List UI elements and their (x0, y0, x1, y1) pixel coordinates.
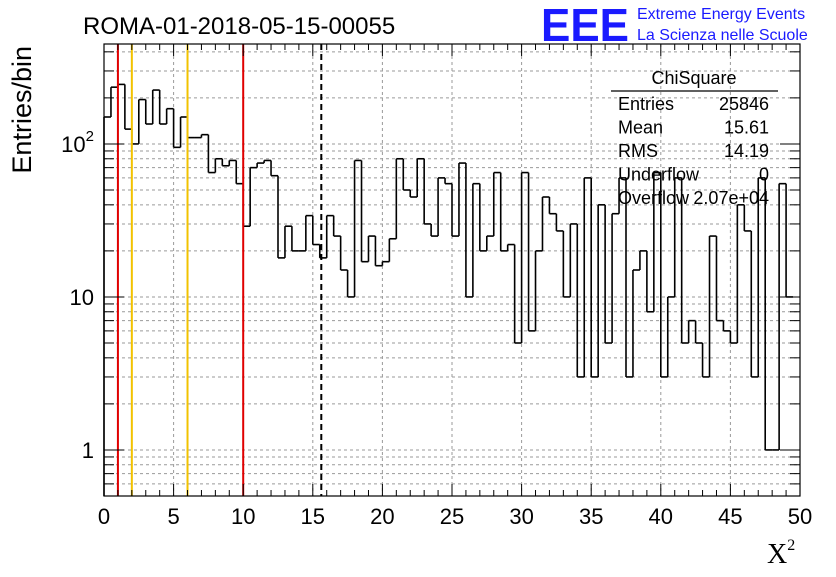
x-tick-label: 20 (370, 504, 394, 529)
stats-row-value: 2.07e+04 (693, 188, 769, 208)
stats-row-value: 15.61 (724, 118, 769, 138)
y-tick-label: 102 (61, 128, 94, 157)
stats-row-label: Entries (618, 94, 674, 114)
grid-layer (104, 44, 800, 496)
y-axis-label: Entries/bin (7, 46, 37, 174)
x-tick-label: 15 (301, 504, 325, 529)
axis-ticks (103, 44, 801, 496)
y-tick-label: 1 (82, 438, 94, 463)
stats-row-label: Mean (618, 118, 663, 138)
histogram-layer (103, 83, 794, 496)
stats-row-value: 0 (759, 165, 769, 185)
stats-row-label: Underflow (618, 165, 700, 185)
stats-row-value: 25846 (719, 94, 769, 114)
x-axis-label-base: X (767, 539, 787, 570)
x-tick-label: 5 (167, 504, 179, 529)
y-tick-label: 10 (70, 285, 94, 310)
reference-lines-layer (116, 44, 323, 496)
stats-title: ChiSquare (651, 68, 736, 88)
eee-logo-line2: La Scienza nelle Scuole (637, 27, 808, 44)
x-tick-label: 30 (509, 504, 533, 529)
x-tick-label: 35 (579, 504, 603, 529)
eee-logo: EEE Extreme Energy Events La Scienza nel… (541, 0, 808, 51)
stats-row-label: RMS (618, 141, 658, 161)
x-tick-label: 50 (788, 504, 812, 529)
x-tick-label: 45 (718, 504, 742, 529)
x-tick-label: 0 (98, 504, 110, 529)
stats-row-label: Overflow (618, 188, 690, 208)
eee-logo-mark: EEE (541, 0, 629, 51)
stats-row-value: 14.19 (724, 141, 769, 161)
chart-title: ROMA-01-2018-05-15-00055 (83, 13, 395, 40)
x-tick-label: 10 (231, 504, 255, 529)
x-tick-label: 25 (440, 504, 464, 529)
eee-logo-line1: Extreme Energy Events (637, 6, 805, 23)
stats-rows: Entries 25846 Mean 15.61 RMS 14.19 Underflow 0 O… (618, 94, 769, 208)
x-axis-label: X2 (767, 537, 795, 570)
x-tick-label: 40 (649, 504, 673, 529)
tick-labels: 0 5 10 15 20 25 30 35 40 45 50 1 10 102 (61, 128, 812, 529)
stats-box: ChiSquare Entries 25846 Mean 15.61 RMS 14.19 U… (611, 68, 778, 208)
x-axis-label-exp: 2 (787, 537, 795, 554)
